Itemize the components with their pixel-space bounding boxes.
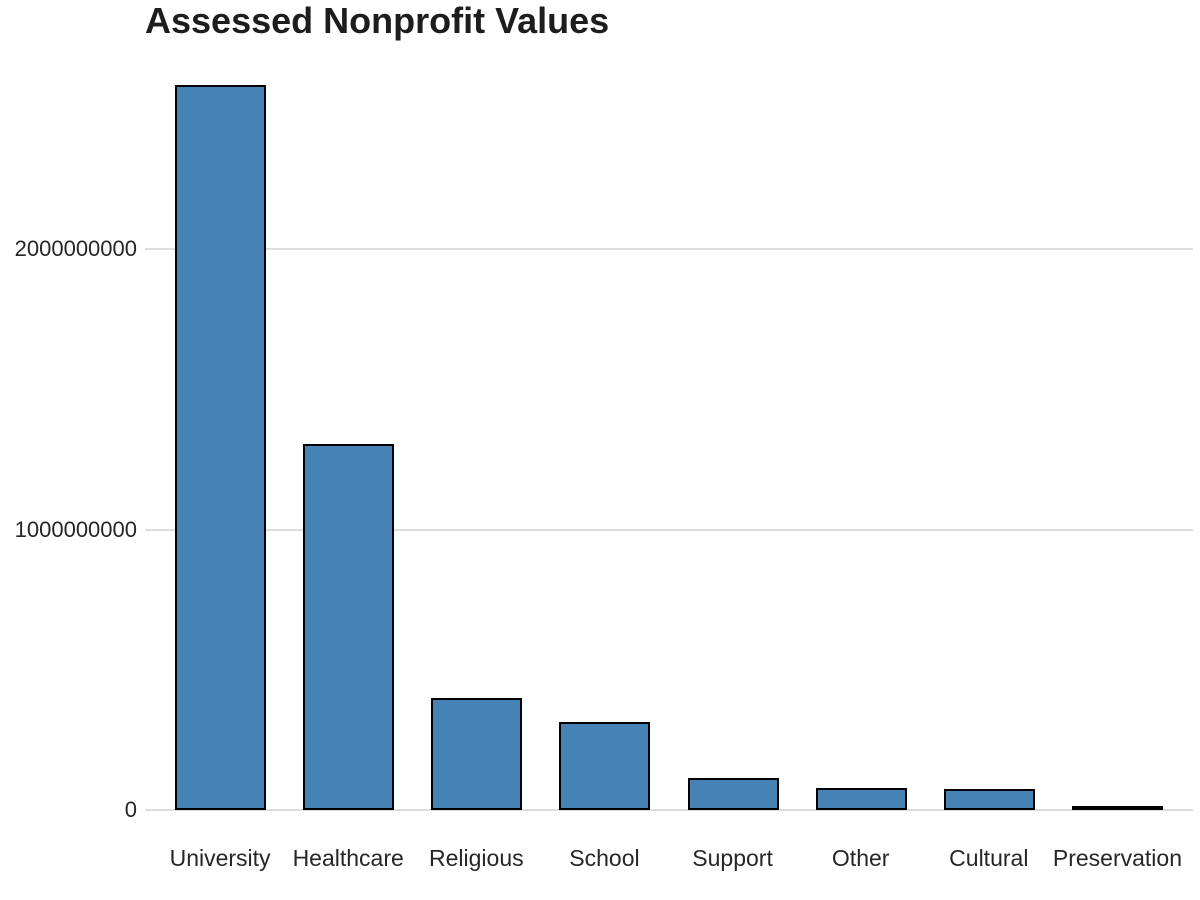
x-axis-labels: University Healthcare Religious School Suppo… xyxy=(145,845,1193,872)
bar-band xyxy=(413,57,541,810)
gridline xyxy=(145,248,1193,251)
x-tick-label: Other xyxy=(831,845,890,871)
gridline xyxy=(145,809,1193,811)
bar-band xyxy=(797,57,925,810)
chart-title: Assessed Nonprofit Values xyxy=(145,0,610,41)
x-tick-label: University xyxy=(169,845,271,871)
bar-band xyxy=(284,57,412,810)
bar-band xyxy=(669,57,797,810)
bar xyxy=(431,697,523,810)
bar xyxy=(559,721,651,810)
y-tick-label: 2000000000 xyxy=(14,236,137,262)
gridline xyxy=(145,528,1193,531)
bar xyxy=(944,788,1036,810)
bar-band xyxy=(156,57,284,810)
y-tick-label: 0 xyxy=(124,797,137,822)
plot-area: 0 1000000000 2000000000 xyxy=(15,57,1193,821)
bar-band xyxy=(926,57,1054,810)
x-tick-label: Religious xyxy=(429,845,524,871)
bar xyxy=(302,444,394,810)
bar xyxy=(1072,806,1164,810)
x-tick-label: Cultural xyxy=(949,845,1029,871)
x-tick-label: School xyxy=(569,845,640,871)
bar-band xyxy=(1054,57,1182,810)
x-tick-label: Preservation xyxy=(1052,845,1182,871)
x-tick-label: Support xyxy=(692,845,773,871)
bar xyxy=(174,85,266,810)
x-tick-label: Healthcare xyxy=(292,845,404,871)
bar-band xyxy=(541,57,669,810)
y-tick-label: 1000000000 xyxy=(14,516,137,542)
bar xyxy=(815,788,907,810)
bar xyxy=(687,778,779,810)
bars-layer xyxy=(145,57,1193,810)
